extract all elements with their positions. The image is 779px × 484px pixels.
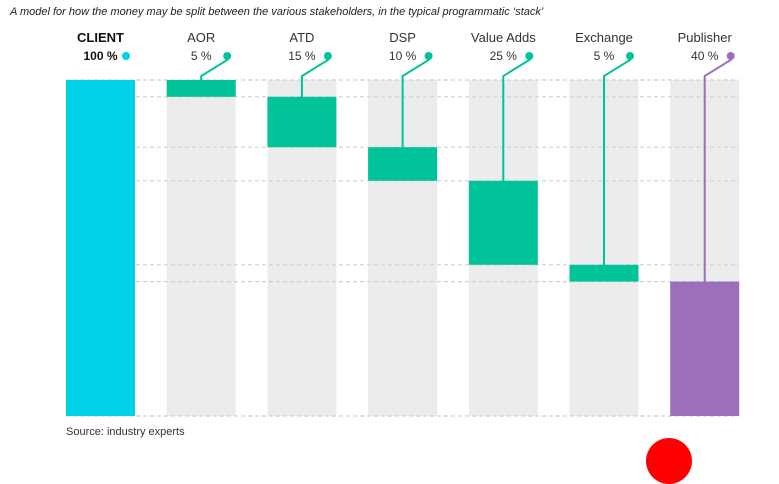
leader-dot-dsp (424, 52, 433, 60)
leader-dot-value-adds (525, 52, 534, 60)
category-label-exchange: Exchange (575, 30, 633, 45)
category-label-publisher: Publisher (678, 30, 733, 45)
leader-dot-atd (323, 52, 332, 60)
leader-dot-exchange (626, 52, 634, 60)
bar-exchange (569, 264, 639, 282)
category-labels: CLIENT 100 % AOR 5 % ATD 15 % DSP 10 % Value Add… (77, 30, 732, 63)
category-label-atd: ATD (289, 30, 314, 45)
category-label-dsp: DSP (389, 30, 416, 45)
value-label-dsp: 10 % (389, 49, 417, 63)
bar-value-adds (468, 180, 538, 265)
value-label-publisher: 40 % (691, 49, 719, 63)
bars (66, 80, 740, 416)
column-bg-aor (166, 80, 236, 416)
value-label-aor: 5 % (191, 49, 212, 63)
category-label-client: CLIENT (77, 30, 124, 45)
brand-logo (646, 438, 692, 484)
bar-dsp (368, 147, 438, 181)
value-label-atd: 15 % (288, 49, 316, 63)
value-label-value-adds: 25 % (490, 49, 518, 63)
chart-subtitle: A model for how the money may be split b… (10, 6, 544, 18)
leader-dot-aor (223, 52, 232, 60)
bar-client (66, 80, 135, 416)
category-label-aor: AOR (187, 30, 215, 45)
leader-dot-publisher (726, 52, 735, 60)
bar-atd (267, 96, 337, 148)
column-backgrounds (166, 80, 740, 416)
value-label-client: 100 % (83, 49, 117, 63)
bar-publisher (670, 281, 740, 416)
source-note: Source: industry experts (66, 426, 185, 438)
value-label-exchange: 5 % (594, 49, 615, 63)
leader-dot-client (122, 52, 130, 60)
leader-lines (122, 52, 735, 284)
category-label-value-adds: Value Adds (471, 30, 536, 45)
bar-aor (166, 80, 236, 97)
waterfall-chart: CLIENT 100 % AOR 5 % ATD 15 % DSP 10 % Value Add… (66, 30, 740, 417)
